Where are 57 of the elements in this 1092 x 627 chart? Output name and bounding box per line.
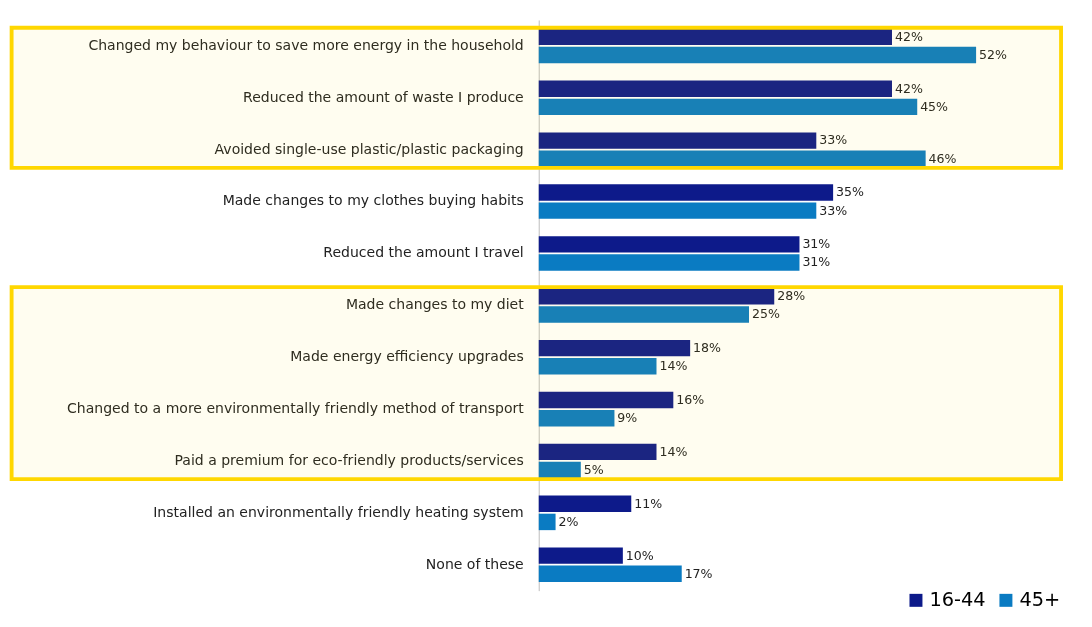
legend-label: 16-44 — [929, 588, 986, 612]
bar — [538, 513, 556, 531]
data-label: 10% — [625, 547, 654, 563]
bar — [538, 495, 632, 512]
y-tick-label: Changed to a more environmentally friendly method of transport — [67, 399, 525, 416]
bar — [538, 358, 657, 375]
y-tick-label: Made energy efficiency upgrades — [290, 348, 524, 365]
data-label: 18% — [693, 340, 722, 355]
bar — [538, 547, 623, 564]
bar — [538, 391, 674, 409]
y-tick-label: Avoided single-use plastic/plastic packaging — [214, 140, 524, 157]
y-tick-label: Reduced the amount I travel — [323, 244, 524, 261]
bar — [538, 236, 800, 253]
data-label: 33% — [819, 132, 848, 148]
bar — [538, 150, 926, 167]
data-label: 5% — [583, 461, 604, 477]
bar — [538, 132, 817, 149]
bar — [538, 46, 977, 64]
bar — [538, 461, 581, 479]
data-label: 9% — [617, 410, 638, 426]
bar — [538, 443, 657, 461]
y-tick-label: Made changes to my diet — [345, 296, 525, 313]
data-label: 17% — [684, 565, 713, 581]
data-label: 16% — [676, 391, 705, 407]
data-label: 14% — [659, 358, 688, 374]
data-label: 31% — [802, 254, 831, 270]
data-label: 31% — [802, 236, 831, 252]
y-tick-label: Changed my behaviour to save more energy in the household — [88, 36, 524, 53]
data-label: 33% — [819, 202, 848, 218]
bar — [538, 339, 691, 357]
data-label: 42% — [894, 28, 923, 44]
data-label: 35% — [836, 184, 865, 200]
bar — [538, 565, 682, 583]
bar — [538, 28, 892, 46]
data-label: 25% — [751, 306, 780, 322]
bar — [538, 288, 775, 305]
y-tick-label: Made changes to my clothes buying habits — [222, 192, 524, 209]
bar — [538, 254, 800, 271]
data-label: 46% — [928, 150, 957, 166]
data-label: 52% — [979, 46, 1007, 62]
legend-label: 45+ — [1019, 588, 1061, 612]
bar — [538, 202, 817, 219]
y-tick-label: Paid a premium for eco-friendly products/services — [174, 451, 524, 468]
data-label: 45% — [920, 98, 949, 114]
data-label: 42% — [894, 80, 923, 96]
data-label: 14% — [659, 443, 688, 459]
bar — [538, 80, 892, 97]
bar — [538, 184, 834, 201]
bar — [538, 98, 918, 116]
data-label: 11% — [634, 495, 663, 511]
y-tick-label: Installed an environmentally friendly heating system — [153, 503, 524, 520]
data-label: 2% — [558, 513, 579, 529]
bar — [538, 306, 750, 323]
data-label: 28% — [777, 288, 806, 304]
y-tick-label: None of these — [425, 555, 524, 572]
y-tick-label: Reduced the amount of waste I produce — [243, 88, 524, 105]
bar — [538, 409, 615, 427]
